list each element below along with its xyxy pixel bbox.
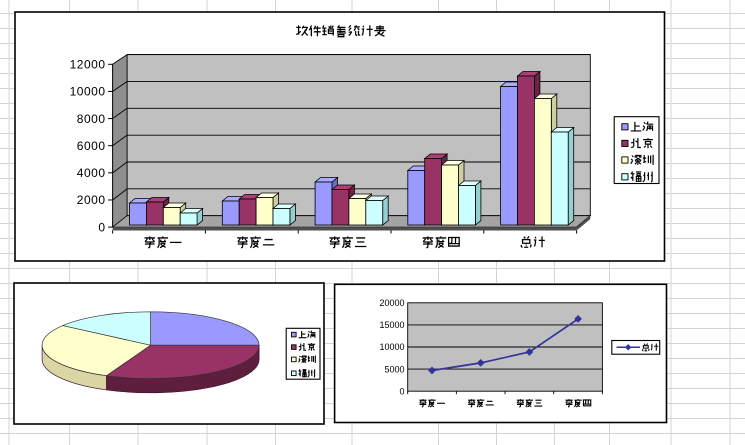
svg-text:20000: 20000 xyxy=(379,298,404,308)
svg-text:6000: 6000 xyxy=(77,139,106,153)
svg-text:2000: 2000 xyxy=(77,193,106,207)
svg-text:4000: 4000 xyxy=(77,166,106,180)
svg-text:5000: 5000 xyxy=(384,364,404,374)
svg-text:8000: 8000 xyxy=(77,112,106,126)
svg-text:15000: 15000 xyxy=(379,320,404,330)
svg-text:12000: 12000 xyxy=(70,58,106,72)
svg-text:0: 0 xyxy=(98,220,105,234)
svg-text:0: 0 xyxy=(399,386,404,396)
svg-text:10000: 10000 xyxy=(70,85,106,99)
svg-text:10000: 10000 xyxy=(379,342,404,352)
